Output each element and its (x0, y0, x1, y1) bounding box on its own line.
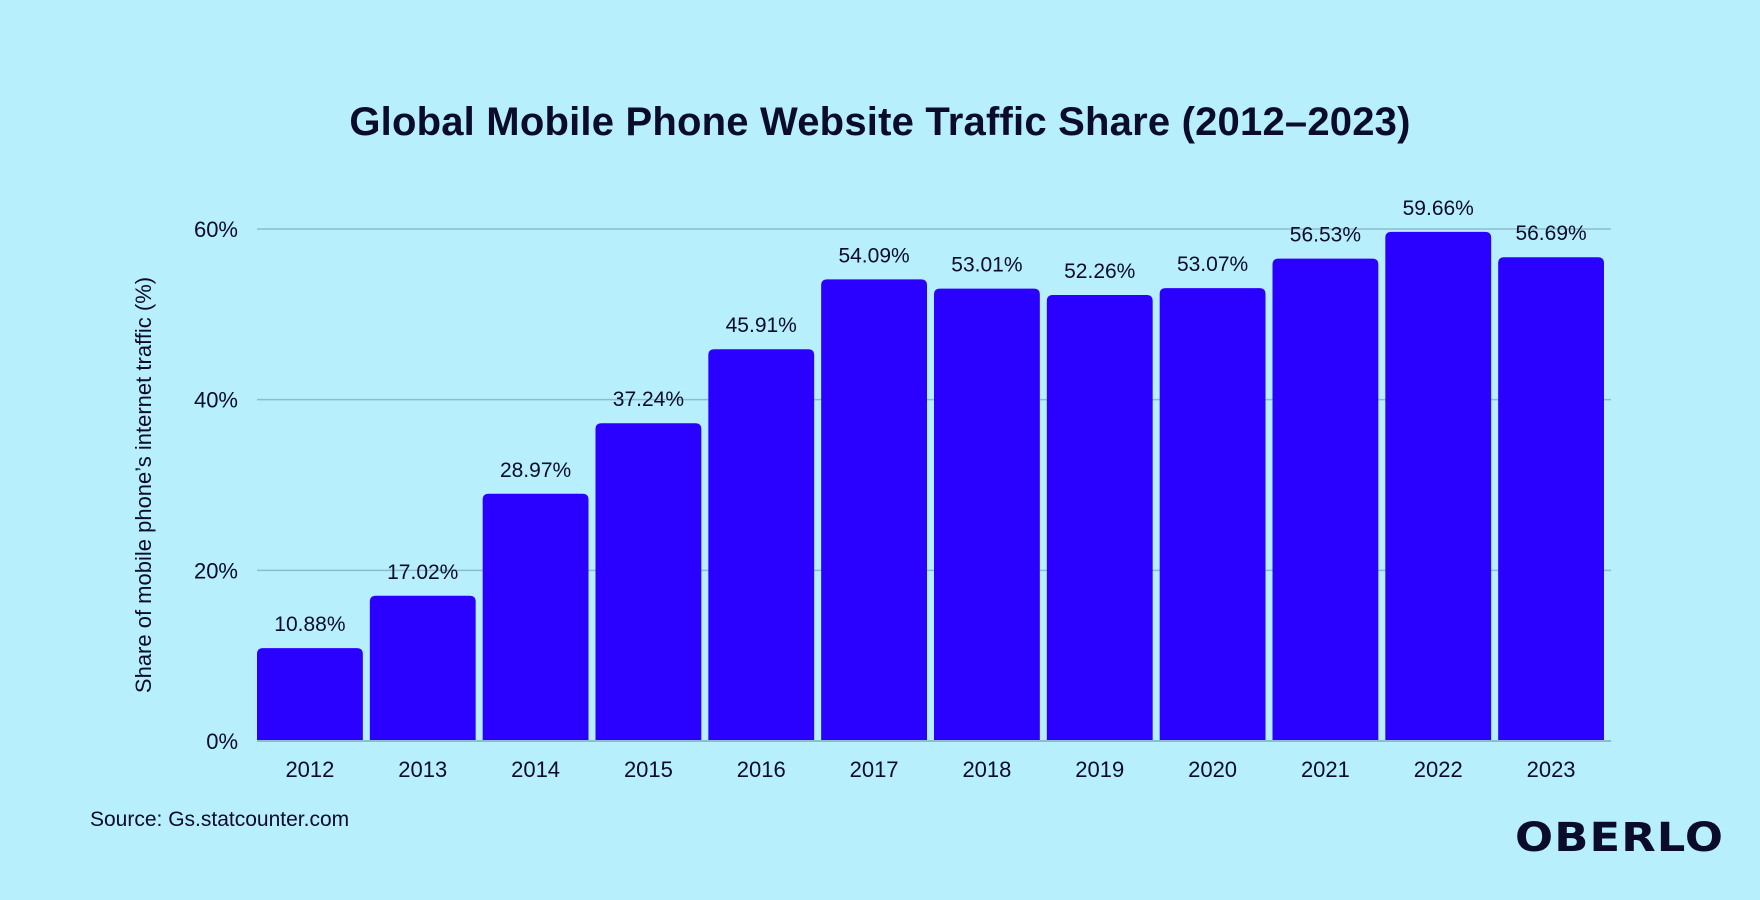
x-tick-label: 2023 (1527, 757, 1576, 782)
source-note: Source: Gs.statcounter.com (90, 808, 350, 831)
bar-2023 (1498, 257, 1604, 741)
x-tick-label: 2012 (285, 757, 334, 782)
data-label: 56.69% (1515, 222, 1586, 245)
x-tick-label: 2019 (1075, 757, 1124, 782)
x-tick-label: 2022 (1414, 757, 1463, 782)
data-label: 54.09% (838, 244, 909, 267)
bar-2015 (595, 423, 702, 741)
data-label: 37.24% (613, 388, 684, 411)
data-label: 53.01% (951, 254, 1022, 277)
data-label: 10.88% (274, 613, 345, 636)
bar-2014 (482, 493, 589, 741)
data-label: 17.02% (387, 561, 458, 584)
data-label: 56.53% (1290, 224, 1361, 247)
x-tick-label: 2021 (1301, 757, 1350, 782)
chart-title: Global Mobile Phone Website Traffic Shar… (349, 100, 1411, 144)
bar-2019 (1046, 295, 1153, 741)
data-label: 52.26% (1064, 260, 1135, 283)
data-label: 59.66% (1403, 197, 1474, 220)
bar-2022 (1385, 231, 1492, 741)
x-tick-label: 2018 (962, 757, 1011, 782)
bar-2017 (821, 279, 927, 741)
bar-2012 (257, 648, 363, 741)
x-tick-label: 2013 (398, 757, 447, 782)
data-label: 45.91% (726, 314, 797, 337)
y-tick-label: 20% (194, 558, 238, 583)
y-axis-label: Share of mobile phone’s internet traffic… (131, 277, 156, 693)
bar-2021 (1272, 258, 1379, 741)
y-tick-label: 40% (194, 388, 238, 413)
bar-2020 (1159, 288, 1266, 741)
x-tick-label: 2017 (850, 757, 899, 782)
bar-2013 (369, 595, 476, 741)
bar-2018 (934, 288, 1040, 741)
bar-2016 (708, 349, 815, 741)
x-tick-label: 2014 (511, 757, 560, 782)
x-tick-label: 2015 (624, 757, 673, 782)
oberlo-logo: OBERLO (1515, 815, 1725, 861)
x-tick-label: 2016 (737, 757, 786, 782)
data-label: 53.07% (1177, 253, 1248, 276)
x-tick-label: 2020 (1188, 757, 1237, 782)
data-label: 28.97% (500, 459, 571, 482)
y-tick-label: 60% (194, 217, 238, 242)
y-tick-label: 0% (206, 729, 238, 754)
